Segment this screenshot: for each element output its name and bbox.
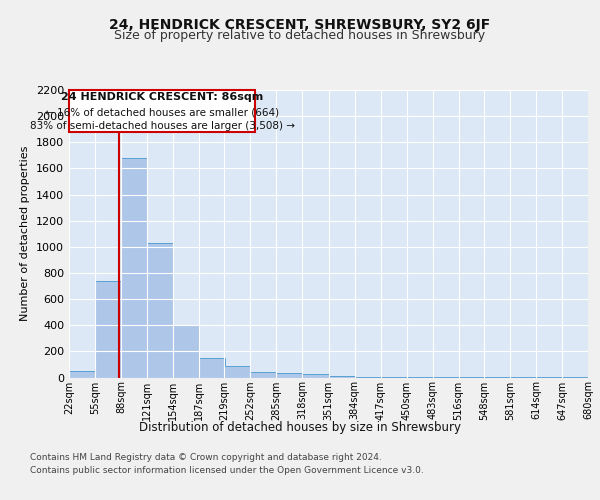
Text: 24, HENDRICK CRESCENT, SHREWSBURY, SY2 6JF: 24, HENDRICK CRESCENT, SHREWSBURY, SY2 6…: [109, 18, 491, 32]
Bar: [302, 374, 329, 378]
Text: ← 16% of detached houses are smaller (664): ← 16% of detached houses are smaller (66…: [45, 107, 279, 117]
Text: Size of property relative to detached houses in Shrewsbury: Size of property relative to detached ho…: [115, 29, 485, 42]
Bar: [121, 158, 147, 378]
Bar: [277, 373, 302, 378]
Text: Distribution of detached houses by size in Shrewsbury: Distribution of detached houses by size …: [139, 421, 461, 434]
Text: Contains public sector information licensed under the Open Government Licence v3: Contains public sector information licen…: [30, 466, 424, 475]
Bar: [147, 243, 173, 378]
Bar: [329, 376, 355, 378]
Bar: [224, 366, 250, 378]
Bar: [250, 372, 277, 378]
Text: 83% of semi-detached houses are larger (3,508) →: 83% of semi-detached houses are larger (…: [29, 121, 295, 131]
Bar: [173, 325, 199, 378]
Y-axis label: Number of detached properties: Number of detached properties: [20, 146, 31, 322]
Bar: [69, 371, 95, 378]
Text: Contains HM Land Registry data © Crown copyright and database right 2024.: Contains HM Land Registry data © Crown c…: [30, 452, 382, 462]
Text: 24 HENDRICK CRESCENT: 86sqm: 24 HENDRICK CRESCENT: 86sqm: [61, 92, 263, 102]
Bar: [199, 358, 225, 378]
Bar: [95, 281, 121, 378]
Bar: [355, 377, 380, 378]
